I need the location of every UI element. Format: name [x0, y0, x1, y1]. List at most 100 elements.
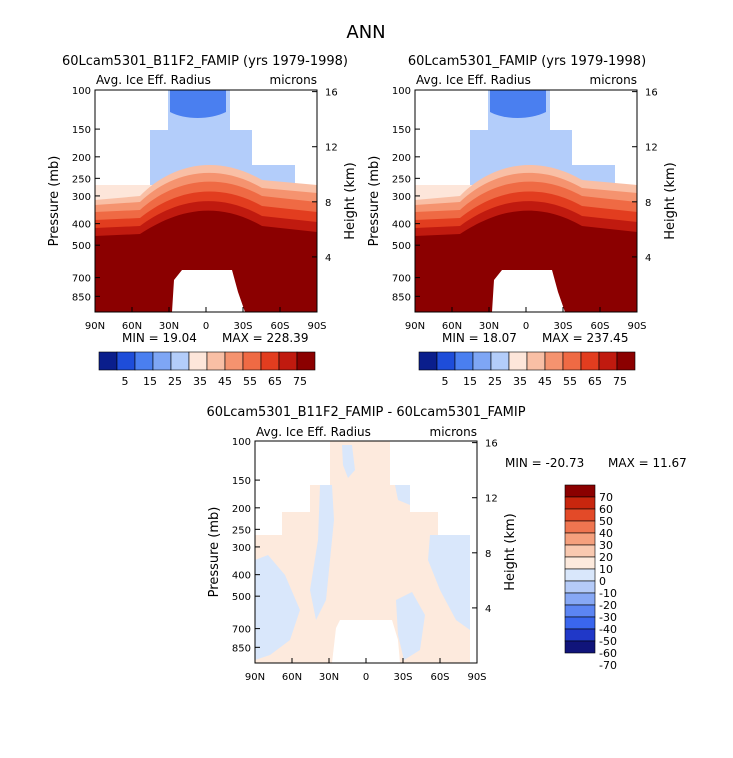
y-tick-label: 850 — [232, 643, 251, 654]
colorbar-swatch — [278, 351, 298, 371]
colorbar-label: 20 — [599, 551, 613, 564]
y-tick-label: 300 — [392, 192, 411, 203]
colorbar-swatch — [206, 351, 226, 371]
colorbar-swatch — [454, 351, 474, 371]
panel-1-yticks: 100 150 200 250 300 400 500 700 850 — [72, 86, 100, 303]
x-tick-label: 60N — [442, 321, 462, 332]
x-tick-label: 60N — [122, 321, 142, 332]
y2-tick-label: 4 — [645, 253, 651, 264]
colorbar-label: 15 — [143, 375, 157, 388]
colorbar-swatch — [98, 351, 118, 371]
colorbar-label: -30 — [599, 611, 617, 624]
panel-3-max: MAX = 11.67 — [608, 456, 687, 470]
colorbar-label: 35 — [513, 375, 527, 388]
panel-3-neg-2 — [255, 555, 300, 660]
x-tick-label: 90S — [467, 672, 486, 683]
colorbar-label: 15 — [463, 375, 477, 388]
colorbar-swatch — [152, 351, 172, 371]
y2-tick-label: 4 — [485, 604, 491, 615]
panel-3-xticks: 90N 60N 30N 0 30S 60S 90S — [245, 658, 487, 683]
x-tick-label: 60S — [430, 672, 449, 683]
x-tick-label: 90N — [405, 321, 425, 332]
panel-2-title: 60Lcam5301_FAMIP (yrs 1979-1998) — [408, 54, 646, 69]
colorbar-label: -10 — [599, 587, 617, 600]
panel-3-y2ticks: 16 12 8 4 — [472, 439, 498, 615]
colorbar-swatch — [508, 351, 528, 371]
y2-tick-label: 16 — [325, 88, 338, 99]
colorbar-label: 55 — [243, 375, 257, 388]
figure-title: ANN — [346, 22, 385, 43]
y-tick-label: 400 — [392, 220, 411, 231]
y2-tick-label: 12 — [325, 143, 338, 154]
colorbar-swatch — [562, 351, 582, 371]
panel-1-title: 60Lcam5301_B11F2_FAMIP (yrs 1979-1998) — [62, 54, 348, 69]
x-tick-label: 0 — [523, 321, 529, 332]
panel-3-neg-4 — [396, 592, 425, 660]
panel-2-y2ticks: 16 12 8 4 — [632, 88, 658, 264]
y-tick-label: 250 — [392, 174, 411, 185]
panel-2-y2label: Height (km) — [663, 162, 678, 239]
colorbar-label: 75 — [293, 375, 307, 388]
colorbar-label: 25 — [168, 375, 182, 388]
colorbar-label: 65 — [588, 375, 602, 388]
colorbar-swatch — [564, 568, 596, 582]
y-tick-label: 400 — [232, 571, 251, 582]
panel-2-field-core — [490, 90, 546, 118]
y2-tick-label: 4 — [325, 253, 331, 264]
panel-3-ylabel: Pressure (mb) — [207, 507, 222, 598]
colorbar-swatch — [564, 484, 596, 498]
y-tick-label: 700 — [72, 274, 91, 285]
panel-2-subtitle-left: Avg. Ice Eff. Radius — [416, 73, 531, 87]
x-tick-label: 0 — [203, 321, 209, 332]
colorbar-swatch — [260, 351, 280, 371]
y-tick-label: 200 — [232, 504, 251, 515]
colorbar-swatch — [564, 496, 596, 510]
colorbar-label: -40 — [599, 623, 617, 636]
panel-3-neg-3 — [428, 535, 470, 630]
panel-3-y2label: Height (km) — [503, 513, 518, 590]
panel-2-max: MAX = 237.45 — [542, 331, 628, 345]
panel-1-xticks: 90N 60N 30N 0 30S 60S 90S — [85, 307, 327, 332]
panel-3-min: MIN = -20.73 — [505, 456, 584, 470]
panel-2-band-6 — [415, 210, 637, 312]
colorbar-swatch — [472, 351, 492, 371]
y-tick-label: 400 — [72, 220, 91, 231]
colorbar-swatch — [170, 351, 190, 371]
y-tick-label: 300 — [72, 192, 91, 203]
y-tick-label: 100 — [392, 86, 411, 97]
y2-tick-label: 16 — [485, 439, 498, 450]
colorbar-label: -20 — [599, 599, 617, 612]
y2-tick-label: 16 — [645, 88, 658, 99]
panel-2-yticks: 100 150 200 250 300 400 500 700 850 — [392, 86, 420, 303]
colorbar-swatch — [296, 351, 316, 371]
panel-1-max: MAX = 228.39 — [222, 331, 308, 345]
y-tick-label: 700 — [392, 274, 411, 285]
y-tick-label: 100 — [232, 437, 251, 448]
panel-1-band-6 — [95, 210, 317, 312]
panel-3-subtitle-right: microns — [430, 425, 478, 439]
colorbar-label: 45 — [218, 375, 232, 388]
y-tick-label: 150 — [232, 476, 251, 487]
y2-tick-label: 8 — [645, 198, 651, 209]
colorbar-swatch — [490, 351, 510, 371]
colorbar-swatch — [224, 351, 244, 371]
panel-3-neg-5 — [342, 445, 355, 478]
colorbar-label: 50 — [599, 515, 613, 528]
colorbar-label: 45 — [538, 375, 552, 388]
colorbar-swatch — [616, 351, 636, 371]
colorbar-swatch — [598, 351, 618, 371]
colorbar-label: 5 — [122, 375, 129, 388]
x-tick-label: 60S — [590, 321, 609, 332]
x-tick-label: 30N — [479, 321, 499, 332]
y2-tick-label: 12 — [485, 494, 498, 505]
colorbar-swatch — [564, 580, 596, 594]
panel-1-min: MIN = 19.04 — [122, 331, 197, 345]
y2-tick-label: 8 — [485, 549, 491, 560]
colorbar-label: 5 — [442, 375, 449, 388]
panel-2-xticks: 90N 60N 30N 0 30S 60S 90S — [405, 307, 647, 332]
colorbar-label: -50 — [599, 635, 617, 648]
y-tick-label: 100 — [72, 86, 91, 97]
panel-2-ylabel: Pressure (mb) — [367, 156, 382, 247]
panel-1-plot — [94, 89, 318, 313]
